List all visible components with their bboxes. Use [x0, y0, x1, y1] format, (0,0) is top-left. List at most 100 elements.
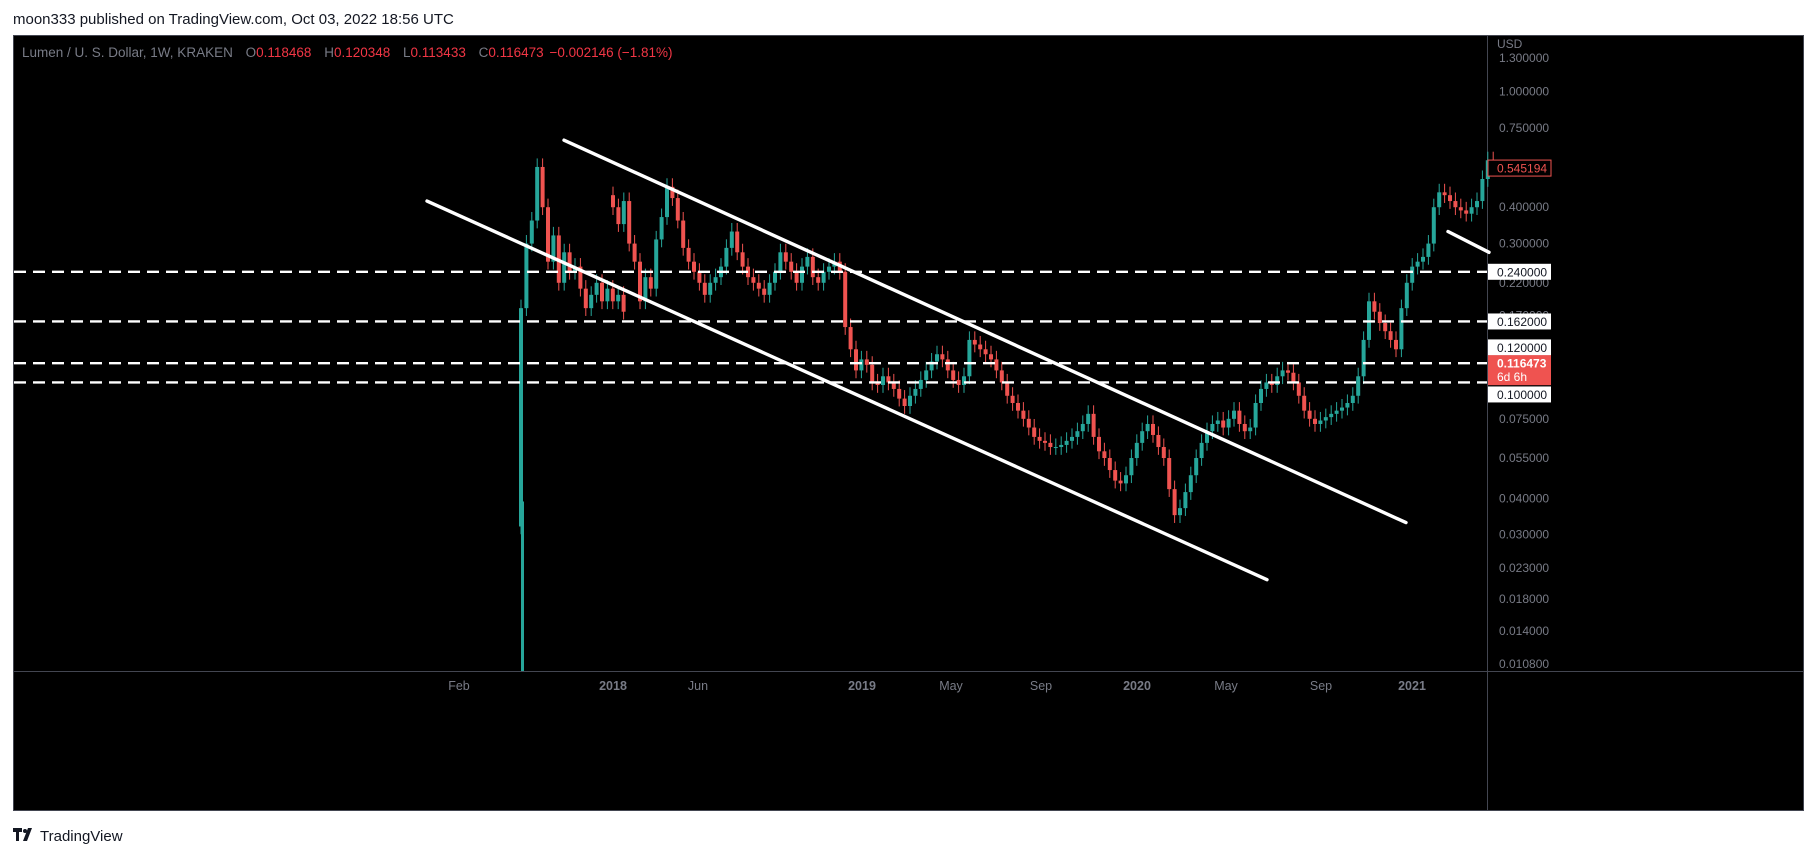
candle-body: [924, 370, 929, 380]
candle-body: [1356, 376, 1361, 396]
candle-body: [967, 339, 972, 377]
candle-body: [1286, 370, 1290, 373]
candle-body: [897, 388, 902, 399]
level-price-text: 0.100000: [1497, 388, 1547, 402]
low-label: L: [403, 45, 411, 60]
candle-body: [1291, 372, 1296, 383]
candle-body: [827, 266, 831, 272]
candle-body: [692, 261, 696, 272]
candle-body: [1448, 195, 1452, 202]
candle-body: [951, 370, 956, 380]
candle-body: [978, 344, 983, 350]
candle-body: [929, 361, 934, 371]
candle-body: [1151, 423, 1155, 435]
candle-body: [1302, 395, 1307, 411]
candle-body: [702, 282, 707, 295]
candle-body: [1215, 420, 1220, 424]
high-label: H: [324, 45, 334, 60]
price-tick-label: 0.040000: [1499, 491, 1549, 505]
candle-body: [1161, 447, 1166, 459]
candle-body: [864, 359, 869, 365]
change-value: −0.002146 (−1.81%): [549, 45, 673, 60]
current-price-label: [1488, 355, 1551, 386]
candle-body: [1388, 331, 1393, 340]
candle-body: [1178, 508, 1182, 516]
candle-body: [1307, 410, 1312, 419]
low-value: 0.113433: [410, 45, 466, 60]
candle-body: [821, 271, 826, 283]
candle-body: [686, 247, 691, 262]
candle-body: [1086, 413, 1091, 424]
candle-body: [1437, 192, 1442, 208]
candle-body: [1350, 395, 1355, 403]
price-axis-unit: USD: [1497, 37, 1523, 51]
tradingview-logo-icon[interactable]: [13, 827, 35, 845]
candle-body: [1475, 201, 1479, 208]
candle-body: [616, 207, 621, 225]
candle-body: [1415, 261, 1420, 267]
candle-body: [972, 339, 977, 345]
candle-body: [1188, 475, 1193, 493]
candle-body: [1372, 301, 1377, 312]
candle-body: [1334, 410, 1339, 414]
close-label: C: [478, 45, 489, 60]
candle-body: [697, 271, 702, 283]
candle-body: [1340, 407, 1344, 411]
candle-body: [859, 359, 864, 371]
candle-body: [767, 282, 772, 295]
chart-pane[interactable]: USD 1.300000 1.000000 0.750000 0.400000 0.300…: [13, 35, 1804, 811]
candle-body: [616, 294, 621, 302]
candle-body: [529, 220, 534, 244]
candle-body: [886, 376, 891, 383]
candle-body: [1059, 444, 1064, 448]
candle-body: [708, 282, 713, 295]
candle-body: [751, 277, 756, 283]
candle-body: [670, 186, 675, 199]
candle-body: [1442, 192, 1447, 196]
price-tick-label: 1.300000: [1499, 51, 1549, 65]
candle-body: [1296, 382, 1301, 396]
candle-body: [1156, 434, 1161, 448]
candle-body: [713, 277, 718, 283]
candle-body: [1329, 413, 1334, 418]
candle-body: [1124, 475, 1128, 484]
candle-body: [1361, 339, 1366, 377]
candle-body: [854, 349, 858, 371]
candle-body: [1016, 402, 1020, 411]
brand-name[interactable]: TradingView: [40, 827, 123, 845]
price-tick-label: 0.075000: [1499, 412, 1549, 426]
candle-body: [918, 379, 923, 389]
candle-body: [578, 266, 583, 289]
level-price-label: [1488, 386, 1551, 403]
candle-body: [1323, 417, 1328, 421]
close-value: 0.116473: [488, 45, 544, 60]
last-price-label: [1487, 159, 1552, 177]
candle-body: [627, 201, 632, 244]
candle-body: [1032, 427, 1037, 437]
candle-body: [956, 379, 961, 386]
candle-body: [810, 256, 815, 278]
candle-body: [1431, 207, 1436, 244]
candle-body: [1097, 436, 1101, 452]
candle-body: [735, 231, 740, 253]
candle-body: [521, 501, 524, 671]
trendline: [1446, 229, 1491, 255]
candle-body: [800, 266, 804, 283]
symbol-legend: Lumen / U. S. Dollar, 1W, KRAKEN O0.1184…: [22, 44, 675, 62]
price-tick-label: 0.023000: [1499, 561, 1549, 575]
candle-body: [1183, 492, 1188, 509]
candle-body: [848, 327, 853, 350]
trendline: [425, 199, 1269, 582]
candle-body: [843, 271, 848, 328]
trendline: [562, 138, 1408, 525]
candle-body: [881, 376, 885, 386]
candle-body: [789, 261, 794, 272]
last-price-text: 0.545194: [1497, 162, 1547, 176]
candle-body: [1091, 413, 1096, 437]
candle-body: [1037, 436, 1042, 441]
candle-body: [1172, 489, 1177, 516]
price-tick-label: 0.750000: [1499, 121, 1549, 135]
price-tick-label: 0.055000: [1499, 451, 1549, 465]
candle-body: [1010, 395, 1015, 403]
